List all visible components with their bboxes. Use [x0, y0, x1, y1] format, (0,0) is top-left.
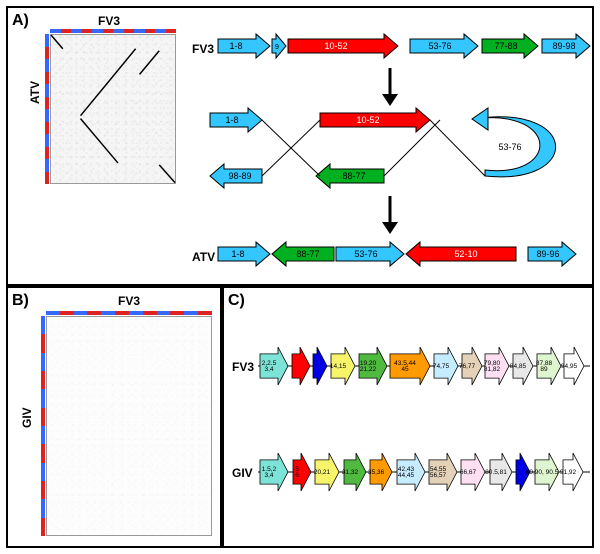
arrow-53-76: 53-76 [410, 34, 478, 58]
matrix-a-top-strip [50, 29, 176, 33]
matrix-b-top-strip [46, 311, 212, 315]
svg-text:35,36: 35,36 [368, 469, 385, 476]
svg-text:89,90, 90.5: 89,90, 90.5 [526, 469, 559, 476]
matrix-a [50, 34, 176, 184]
svg-text:53-76: 53-76 [428, 41, 451, 51]
svg-text:1-8: 1-8 [225, 115, 238, 125]
arrow-9: 9 [272, 34, 286, 58]
arrow-atv-89-96: 89-96 [528, 242, 576, 266]
gene-arrow: 94,95 [564, 347, 584, 385]
svg-text:76,77: 76,77 [459, 363, 476, 370]
panel-c-giv-label: GIV [232, 466, 253, 480]
gene-arrow: 35,36 [370, 453, 392, 491]
panel-c-giv-arrows: 1.5,23,4 56 20,21 31,32 35,36 42,4344,45 54,55… [258, 452, 590, 496]
svg-text:79,8081,82: 79,8081,82 [484, 360, 501, 373]
mid-arrow-1-8: 1-8 [210, 108, 262, 132]
down-arrow-2 [380, 196, 400, 234]
gene-arrow: 20,21 [315, 453, 339, 491]
fv3-arrows-top: 1-8 9 10-52 53-76 77-88 89-98 [218, 34, 590, 64]
svg-text:77-88: 77-88 [494, 41, 517, 51]
panel-c-fv3-arrows: 2,2.53,4 14,15 19,2021,22 43.5,444574,75 76,… [258, 346, 590, 390]
svg-text:19,2021,22: 19,2021,22 [359, 360, 376, 373]
fv3-row-label: FV3 [192, 42, 214, 56]
arrow-77-88: 77-88 [482, 34, 538, 58]
svg-text:88-77: 88-77 [342, 171, 365, 181]
svg-text:84,85: 84,85 [510, 363, 527, 370]
matrix-a-left-label: ATV [28, 81, 42, 104]
matrix-b-left-label: GIV [20, 407, 34, 428]
mid-arrow-10-52: 10-52 [320, 108, 430, 132]
arrow-1-8: 1-8 [218, 34, 270, 58]
svg-text:20,21: 20,21 [314, 469, 331, 476]
svg-text:89-98: 89-98 [552, 41, 575, 51]
down-arrow-1 [380, 68, 400, 106]
matrix-b-left-strip [41, 316, 45, 536]
panel-a-label: A) [12, 12, 29, 30]
svg-text:10-52: 10-52 [356, 115, 379, 125]
panel-c-frame [222, 286, 594, 548]
gene-arrow: 87,8889 [537, 347, 561, 385]
svg-text:56: 56 [295, 466, 299, 479]
gene-arrow: 91,92 [563, 453, 583, 491]
arrow-atv-53-76: 53-76 [336, 242, 404, 266]
svg-text:52-10: 52-10 [454, 249, 477, 259]
svg-text:53-76: 53-76 [498, 142, 521, 152]
svg-text:91,92: 91,92 [560, 469, 577, 476]
gene-arrow: 14,15 [331, 347, 355, 385]
svg-text:42,4344,45: 42,4344,45 [397, 466, 414, 479]
gene-arrow: 80.5,81 [490, 453, 512, 491]
svg-text:66,67: 66,67 [460, 469, 477, 476]
svg-text:1-8: 1-8 [229, 41, 242, 51]
gene-arrow: 42,4344,45 [397, 453, 425, 491]
recombination-diagram: 1-8 10-52 98-89 88-77 53-76 [210, 108, 590, 188]
gene-arrow: 89,90, 90.5 [535, 453, 559, 491]
gene-arrow: 54,5556,57 [429, 453, 457, 491]
svg-text:10-52: 10-52 [324, 41, 347, 51]
svg-text:53-76: 53-76 [354, 249, 377, 259]
panel-c-label: C) [228, 292, 245, 310]
arrow-89-98: 89-98 [542, 34, 590, 58]
gene-arrow: 84,85 [513, 347, 533, 385]
gene-arrow: 76,77 [462, 347, 482, 385]
gene-arrow: 2,2.53,4 [260, 347, 288, 385]
gene-arrow [313, 347, 327, 385]
gene-arrow: 1.5,23,4 [260, 453, 288, 491]
matrix-b [46, 316, 212, 536]
svg-text:1-8: 1-8 [231, 249, 244, 259]
svg-text:94,95: 94,95 [561, 363, 578, 370]
panel-b-label: B) [12, 292, 29, 310]
gene-arrow: 66,67 [461, 453, 485, 491]
svg-text:9: 9 [275, 44, 279, 51]
svg-text:89-96: 89-96 [536, 249, 559, 259]
svg-text:31,32: 31,32 [341, 469, 358, 476]
arrow-atv-52-10: 52-10 [406, 242, 516, 266]
svg-text:80.5,81: 80.5,81 [485, 469, 507, 476]
arrow-10-52: 10-52 [288, 34, 398, 58]
atv-arrows-bottom: 1-8 88-77 53-76 52-10 89-96 [218, 242, 590, 272]
svg-text:54,5556,57: 54,5556,57 [430, 466, 447, 479]
gene-arrow: 56 [293, 453, 311, 491]
gene-arrow [292, 347, 310, 385]
svg-text:98-89: 98-89 [228, 171, 251, 181]
mid-arrow-98-89: 98-89 [210, 164, 262, 188]
matrix-a-diagonals [51, 35, 175, 183]
gene-arrow: 43.5,4445 [390, 347, 430, 385]
gene-arrow: 79,8081,82 [485, 347, 509, 385]
arrow-atv-1-8: 1-8 [218, 242, 270, 266]
svg-text:88-77: 88-77 [296, 249, 319, 259]
matrix-a-left-strip [45, 34, 49, 184]
mid-arrow-88-77: 88-77 [316, 164, 384, 188]
matrix-b-top-label: FV3 [118, 294, 140, 308]
atv-row-label: ATV [192, 250, 215, 264]
arrow-atv-88-77: 88-77 [272, 242, 334, 266]
svg-text:74,75: 74,75 [433, 363, 450, 370]
gene-arrow: 31,32 [344, 453, 366, 491]
gene-arrow: 19,2021,22 [359, 347, 387, 385]
gene-arrow: 74,75 [434, 347, 458, 385]
panel-c-fv3-label: FV3 [232, 360, 254, 374]
mid-arrow-53-76-loop: 53-76 [472, 108, 556, 177]
svg-text:14,15: 14,15 [330, 363, 347, 370]
matrix-a-top-label: FV3 [98, 14, 120, 28]
